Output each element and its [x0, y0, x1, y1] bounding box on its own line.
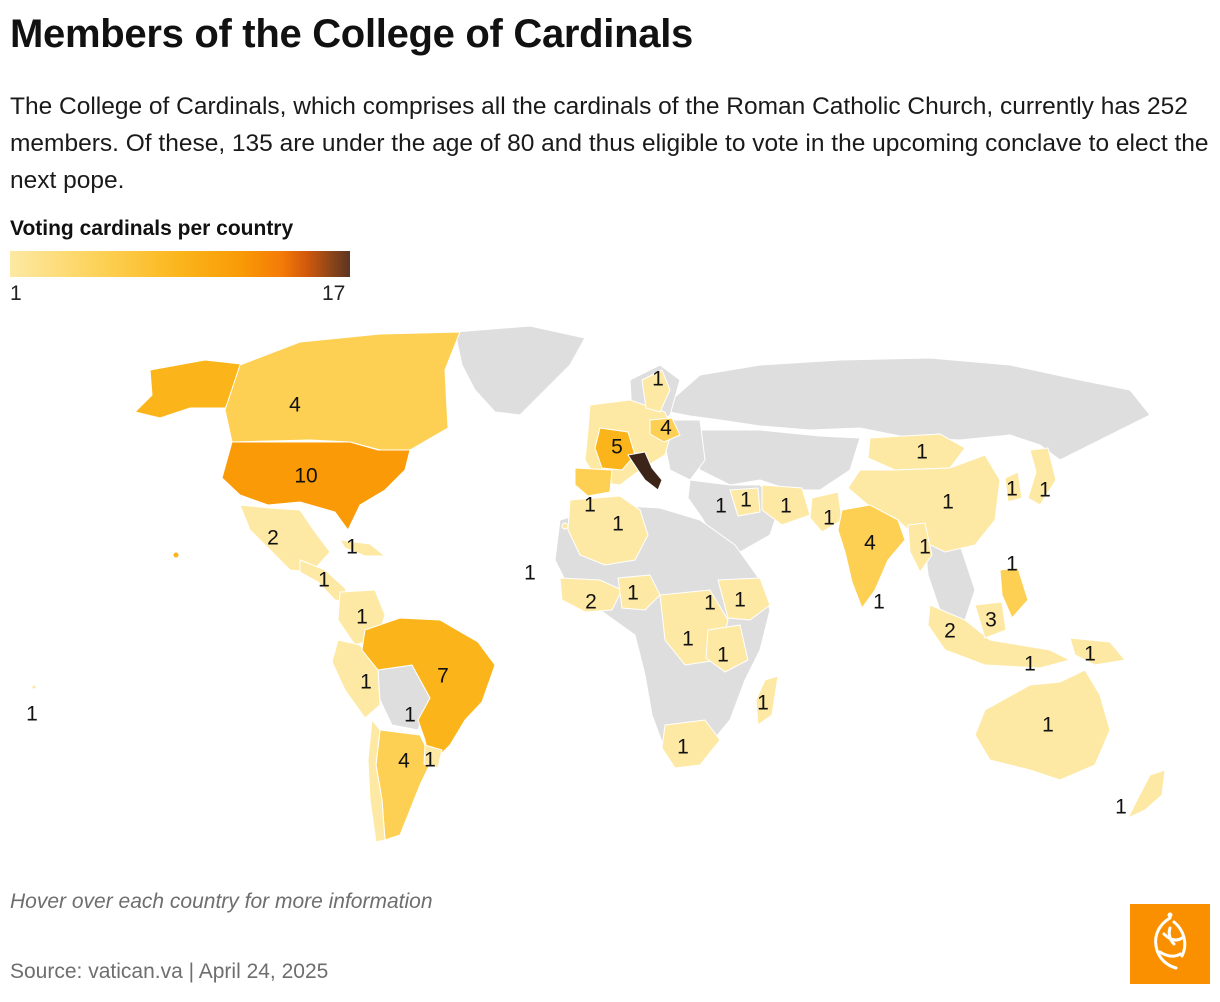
country-count-label: 2	[267, 527, 279, 550]
country-count-label: 1	[677, 736, 689, 759]
country-count-label: 2	[944, 620, 956, 643]
country-count-label: 1	[704, 592, 716, 615]
west-africa-shape[interactable]	[559, 577, 623, 613]
country-count-label: 1	[346, 536, 358, 559]
country-count-label: 10	[294, 465, 317, 488]
country-count-label: 1	[734, 589, 746, 612]
france-shape[interactable]	[594, 427, 636, 471]
iran-shape[interactable]	[761, 484, 811, 526]
country-count-label: 1	[916, 441, 928, 464]
country-count-label: 1	[1006, 553, 1018, 576]
argentina-shape[interactable]	[375, 729, 433, 841]
hover-note: Hover over each country for more informa…	[10, 890, 433, 913]
country-count-label: 1	[740, 489, 752, 512]
madagascar-shape[interactable]	[755, 675, 779, 726]
usa-shape[interactable]	[221, 441, 411, 531]
india-shape[interactable]	[837, 504, 906, 610]
cape-verde-shape[interactable]	[561, 522, 569, 530]
country-count-label: 3	[985, 609, 997, 632]
borneo-shape[interactable]	[974, 601, 1007, 639]
legend-min-label: 1	[10, 282, 22, 305]
sweden-shape[interactable]	[641, 369, 671, 413]
indonesia-shape[interactable]	[927, 604, 1072, 669]
tonga-shape[interactable]	[31, 684, 37, 690]
mexico-shape[interactable]	[239, 504, 331, 573]
poland-shape[interactable]	[649, 417, 681, 443]
country-count-label: 4	[398, 750, 410, 773]
country-count-label: 1	[524, 562, 536, 585]
country-count-label: 1	[1042, 714, 1054, 737]
italy-shape[interactable]	[627, 451, 663, 491]
uruguay-shape[interactable]	[423, 744, 443, 769]
country-count-label: 1	[404, 704, 416, 727]
korea-shape[interactable]	[1004, 471, 1023, 503]
country-count-label: 1	[919, 536, 931, 559]
russia-shape[interactable]	[658, 357, 1151, 461]
hawaii-shape[interactable]	[172, 551, 180, 559]
central-asia-shape[interactable]	[689, 429, 861, 491]
north-africa-shape[interactable]	[567, 495, 649, 566]
canada-shape[interactable]	[224, 331, 461, 451]
tanzania-shape[interactable]	[705, 624, 749, 673]
new-zealand-shape[interactable]	[1126, 769, 1166, 820]
country-count-label: 1	[682, 628, 694, 651]
country-count-label: 1	[780, 495, 792, 518]
country-count-label: 4	[864, 532, 876, 555]
japan-shape[interactable]	[1027, 447, 1057, 506]
myanmar-shape[interactable]	[907, 522, 933, 573]
country-count-label: 1	[942, 491, 954, 514]
country-count-label: 4	[660, 417, 672, 440]
country-count-label: 1	[627, 582, 639, 605]
nigeria-shape[interactable]	[617, 574, 661, 611]
al-jazeera-logo	[1130, 904, 1210, 984]
country-count-label: 1	[757, 692, 769, 715]
chile-shape[interactable]	[367, 718, 386, 843]
country-count-label: 1	[1024, 653, 1036, 676]
south-africa-shape[interactable]	[661, 719, 721, 769]
country-count-label: 1	[1006, 478, 1018, 501]
spain-shape[interactable]	[574, 467, 613, 497]
legend-max-label: 17	[322, 282, 346, 305]
source-line: Source: vatican.va | April 24, 2025	[10, 960, 329, 983]
country-count-label: 4	[289, 394, 301, 417]
page-title: Members of the College of Cardinals	[10, 12, 693, 56]
africa-shape[interactable]	[554, 504, 771, 766]
country-count-label: 1	[318, 569, 330, 592]
country-count-label: 1	[1084, 643, 1096, 666]
australia-shape[interactable]	[974, 669, 1111, 781]
country-count-label: 1	[584, 494, 596, 517]
country-count-label: 1	[873, 591, 885, 614]
country-count-label: 1	[652, 368, 664, 391]
philippines-shape[interactable]	[999, 567, 1029, 619]
country-count-label: 7	[437, 665, 449, 688]
country-count-label: 1	[715, 495, 727, 518]
country-count-label: 1	[612, 513, 624, 536]
country-count-label: 1	[356, 606, 368, 629]
country-count-label: 2	[585, 591, 597, 614]
iraq-shape[interactable]	[729, 487, 761, 517]
alaska-shape[interactable]	[134, 359, 251, 419]
country-count-label: 1	[360, 671, 372, 694]
country-count-label: 1	[1039, 479, 1051, 502]
country-count-label: 1	[823, 507, 835, 530]
greenland-shape[interactable]	[454, 325, 586, 416]
country-count-label: 1	[26, 703, 38, 726]
country-count-label: 1	[424, 749, 436, 772]
legend-color-scale	[10, 251, 350, 277]
cuba-shape[interactable]	[339, 539, 387, 557]
legend-title: Voting cardinals per country	[10, 217, 294, 240]
png-shape[interactable]	[1069, 637, 1126, 666]
country-count-label: 5	[611, 436, 623, 459]
pakistan-shape[interactable]	[809, 491, 843, 533]
country-count-label: 1	[1115, 796, 1127, 819]
logo-calligraphy-icon	[1154, 916, 1187, 970]
east-africa-shape[interactable]	[717, 577, 771, 621]
subtitle: The College of Cardinals, which comprise…	[10, 93, 1209, 194]
country-count-label: 1	[717, 644, 729, 667]
